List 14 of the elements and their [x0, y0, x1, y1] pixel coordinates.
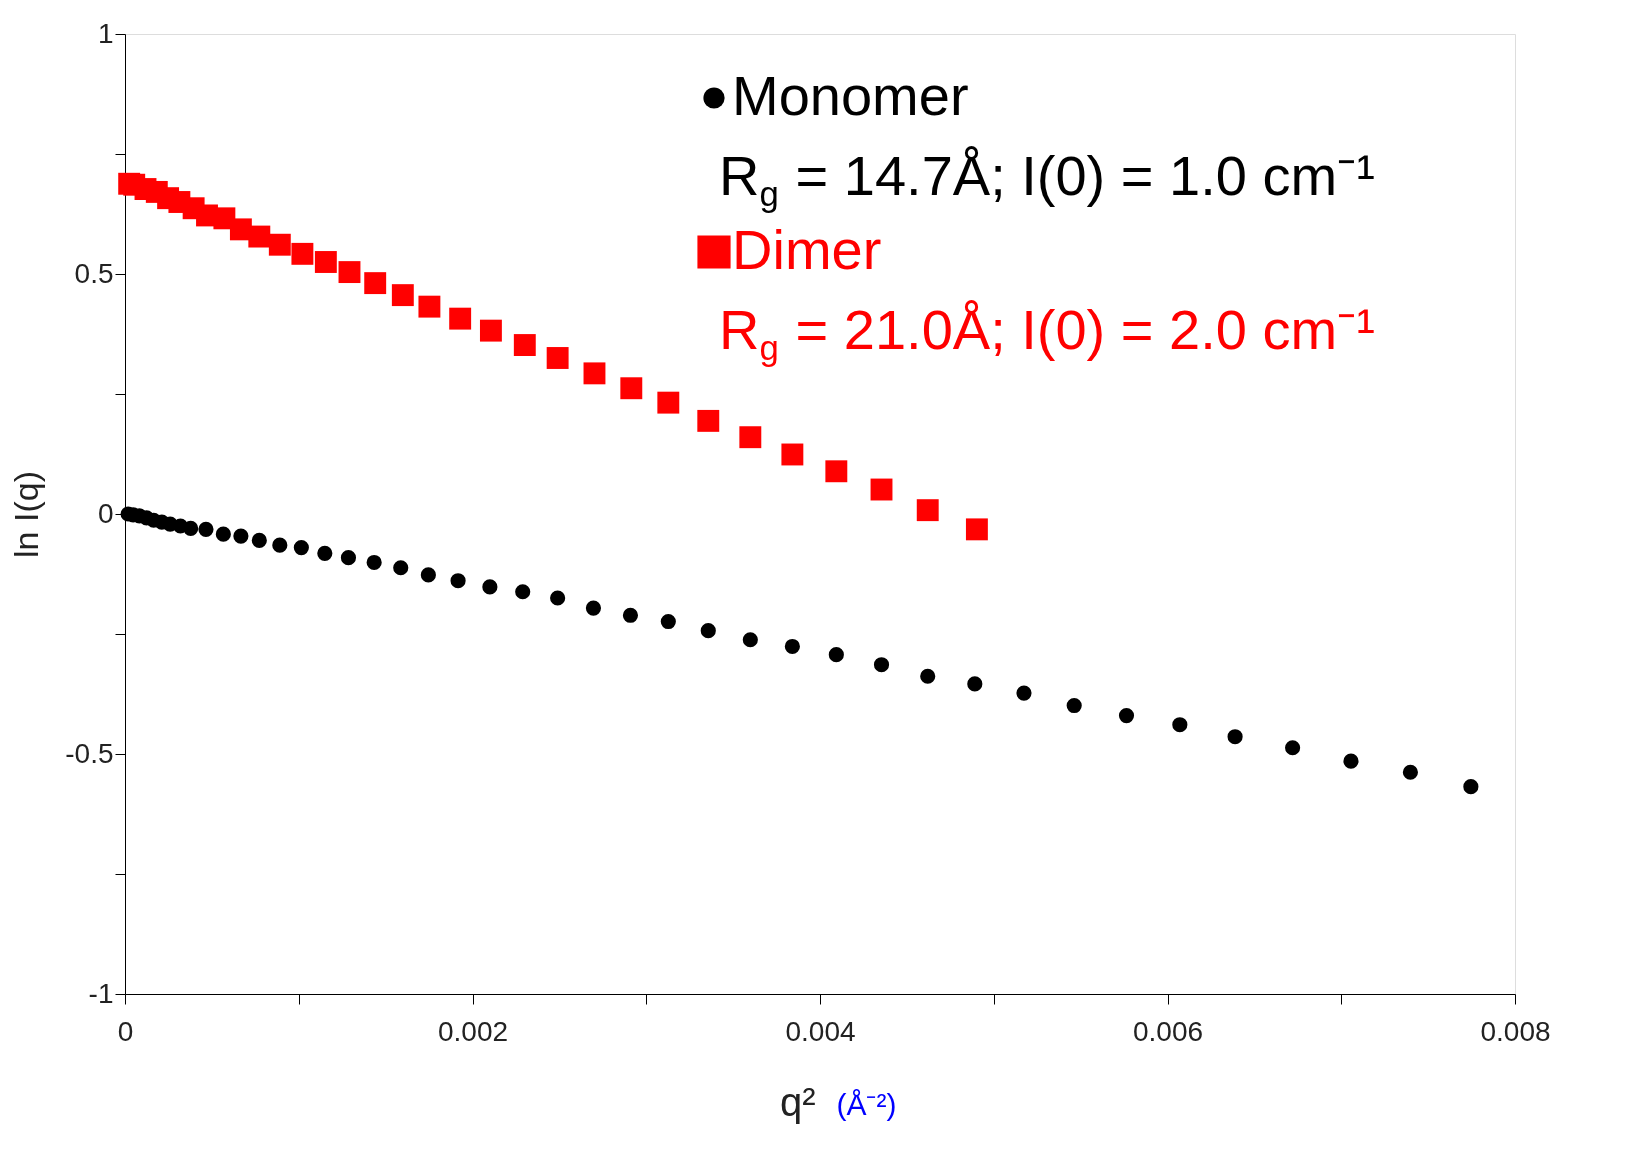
x-tick-label: 0: [117, 1015, 134, 1047]
x-tick-label: 0.004: [785, 1015, 856, 1047]
legend-label: Dimer: [732, 218, 882, 281]
x-tick-label: 0.002: [437, 1015, 509, 1047]
x-axis-title: q² (Å⁻²): [780, 1080, 897, 1124]
y-axis-title: ln I(q): [7, 471, 46, 558]
x-tick-label: 0.008: [1480, 1015, 1551, 1047]
legend-label: Monomer: [732, 64, 969, 127]
y-tick-label: 0: [97, 497, 114, 529]
y-tick-label: 1: [97, 17, 114, 49]
x-tick-label: 0.006: [1132, 1015, 1204, 1047]
y-tick-label: -0.5: [65, 737, 114, 769]
y-tick-label: -1: [88, 977, 114, 1009]
y-tick-label: 0.5: [74, 257, 114, 289]
